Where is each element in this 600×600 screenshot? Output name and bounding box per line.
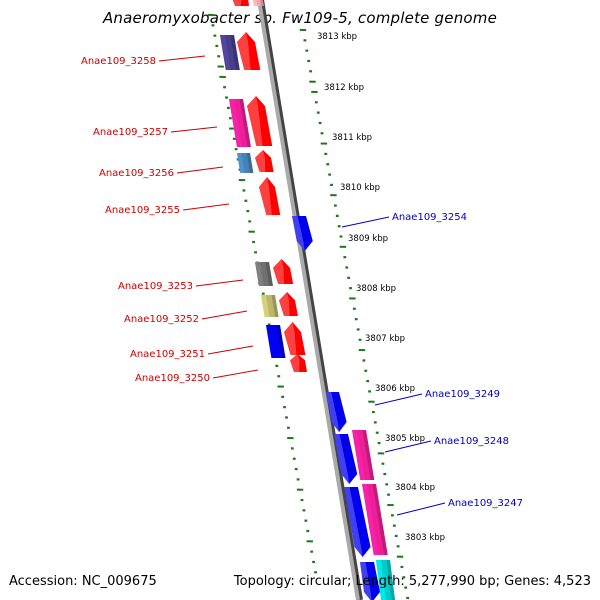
gene-arrow-partial-top	[232, 0, 249, 6]
cog-block-Anae109_3251	[266, 325, 286, 358]
gene-label-text[interactable]: Anae109_3256	[99, 168, 174, 179]
gene-cog-partial-bottom	[376, 560, 395, 600]
cog-block-Anae109_3248	[352, 430, 375, 480]
gene-arrow-Anae109_3253	[273, 259, 294, 284]
gene-label-Anae109_3256[interactable]: Anae109_3256	[99, 166, 224, 179]
scale-tick-label: 3809 kbp	[348, 234, 388, 244]
scale-ticks: 3813 kbp 3812 kbp 3811 kbp 3810 kbp 3809 kbp…	[317, 32, 445, 543]
gene-label-text[interactable]: Anae109_3250	[135, 373, 210, 384]
scale-tick-label: 3810 kbp	[340, 183, 380, 193]
gene-label-Anae109_3257[interactable]: Anae109_3257	[93, 126, 218, 138]
gene-label-Anae109_3255[interactable]: Anae109_3255	[105, 203, 230, 216]
scale-tick-label: 3804 kbp	[395, 483, 435, 493]
gene-label-text[interactable]: Anae109_3247	[448, 498, 523, 509]
scale-tick-label: 3807 kbp	[365, 334, 405, 344]
label-leader-line	[158, 55, 206, 62]
gene-label-text[interactable]: Anae109_3257	[93, 127, 168, 138]
label-leader-line	[170, 126, 218, 133]
gene-label-Anae109_3251[interactable]: Anae109_3251	[130, 345, 254, 360]
gene-label-Anae109_3258[interactable]: Anae109_3258	[81, 55, 206, 67]
cog-block-Anae109_3256	[237, 153, 254, 173]
cog-block-Anae109_3257	[229, 99, 251, 147]
cog-block-Anae109_3247	[362, 484, 388, 555]
gene-arrow-Anae109_3252	[279, 292, 298, 316]
scale-tick-label: 3803 kbp	[405, 533, 445, 543]
cog-block-Anae109_3252	[261, 295, 279, 317]
gene-label-Anae109_3247[interactable]: Anae109_3247	[396, 498, 523, 516]
cog-block-Anae109_3258	[220, 35, 240, 70]
scale-tick-label: 3811 kbp	[332, 133, 372, 143]
gene-arrow-Anae109_3250	[290, 354, 307, 372]
gene-label-text[interactable]: Anae109_3258	[81, 56, 156, 67]
label-leader-line	[396, 502, 446, 516]
gene-label-text[interactable]: Anae109_3248	[434, 436, 509, 447]
scale-tick-label: 3812 kbp	[324, 83, 364, 93]
gene-label-Anae109_3248[interactable]: Anae109_3248	[384, 436, 509, 453]
gene-arrow-Anae109_3251	[284, 322, 306, 355]
gene-arrow-Anae109_3249	[326, 392, 347, 432]
gene-label-Anae109_3250[interactable]: Anae109_3250	[135, 369, 259, 384]
gene-arrow-Anae109_3257	[247, 96, 273, 146]
scale-tick-label: 3813 kbp	[317, 32, 357, 42]
label-leader-line	[341, 216, 390, 228]
scale-tick-label: 3808 kbp	[356, 284, 396, 294]
gene-arrow-Anae109_3247	[344, 487, 371, 557]
scale-tick-label: 3805 kbp	[385, 434, 425, 444]
gene-label-Anae109_3253[interactable]: Anae109_3253	[118, 279, 244, 292]
gene-label-Anae109_3254[interactable]: Anae109_3254	[341, 212, 467, 228]
label-leader-line	[207, 345, 254, 355]
gene-arrow-Anae109_3258	[237, 32, 261, 70]
gene-label-Anae109_3249[interactable]: Anae109_3249	[374, 389, 500, 406]
gene-arrow-Anae109_3256	[255, 150, 274, 172]
map-title: Anaeromyxobacter sp. Fw109-5, complete g…	[102, 9, 498, 27]
gene-label-Anae109_3252[interactable]: Anae109_3252	[124, 310, 248, 325]
cog-block-Anae109_3253	[255, 262, 273, 286]
gene-arrow-Anae109_3254	[292, 216, 313, 251]
gene-label-text[interactable]: Anae109_3251	[130, 349, 205, 360]
accession-text: Accession: NC_009675	[9, 574, 157, 589]
label-leader-line	[195, 279, 244, 287]
label-leader-line	[374, 393, 423, 406]
gene-label-text[interactable]: Anae109_3254	[392, 212, 467, 223]
gene-label-text[interactable]: Anae109_3249	[425, 389, 500, 400]
topology-text: Topology: circular; Length: 5,277,990 bp…	[233, 574, 591, 589]
label-leader-line	[201, 310, 248, 320]
gene-features	[220, 0, 395, 600]
gene-cog-partial-top	[252, 0, 264, 6]
ruler-dashes	[207, 13, 410, 600]
label-leader-line	[182, 203, 230, 211]
gene-arrow-partial-bottom	[360, 562, 380, 600]
backbone-line	[257, 0, 360, 600]
gene-label-text[interactable]: Anae109_3255	[105, 205, 180, 216]
label-leader-line	[176, 166, 224, 174]
gene-arrow-Anae109_3255	[259, 177, 281, 215]
gene-arrow-Anae109_3248	[334, 434, 358, 484]
ruler-left	[207, 13, 317, 574]
gene-labels: Anae109_3258 Anae109_3257 Anae109_3256 Anae…	[81, 55, 523, 516]
label-leader-line	[212, 369, 259, 379]
gene-label-text[interactable]: Anae109_3252	[124, 314, 199, 325]
scale-tick-label: 3806 kbp	[375, 384, 415, 394]
ruler-right	[299, 28, 410, 600]
gene-label-text[interactable]: Anae109_3253	[118, 281, 193, 292]
backbone	[257, 0, 363, 600]
label-leader-line	[384, 440, 432, 453]
